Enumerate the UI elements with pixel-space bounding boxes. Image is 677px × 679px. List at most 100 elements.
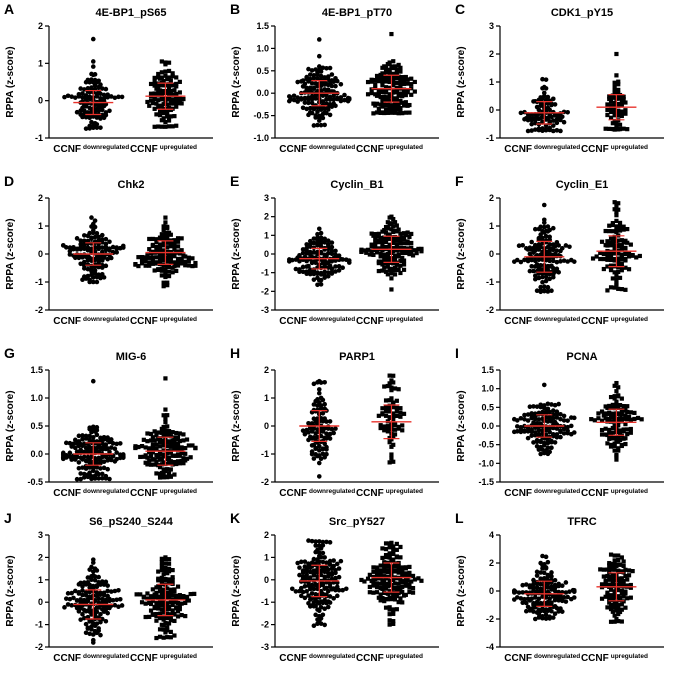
data-point (170, 74, 175, 79)
data-point (532, 432, 538, 438)
data-point (103, 263, 109, 269)
data-point (161, 102, 166, 107)
data-point (114, 597, 119, 603)
data-point (367, 252, 372, 257)
data-point (549, 438, 554, 444)
data-point (99, 265, 105, 270)
data-point (342, 97, 347, 103)
data-point (147, 260, 152, 265)
y-tick-label: 2 (38, 552, 43, 562)
data-point (177, 453, 182, 458)
data-point (527, 404, 533, 410)
data-point (78, 606, 83, 611)
data-point (161, 610, 166, 615)
data-point (322, 75, 327, 80)
data-point (387, 403, 392, 408)
data-point (538, 586, 543, 592)
data-point (561, 413, 567, 419)
data-point (161, 623, 166, 628)
data-point (315, 109, 320, 115)
data-point (163, 267, 168, 272)
data-point (300, 264, 306, 270)
data-point (343, 586, 349, 592)
data-point (612, 200, 617, 205)
data-point (168, 101, 173, 106)
data-point (156, 430, 161, 435)
data-point (309, 68, 315, 73)
data-point (181, 456, 186, 461)
data-point (561, 258, 567, 263)
data-point (536, 427, 542, 433)
data-point (163, 230, 168, 236)
data-point (177, 593, 182, 598)
data-point (392, 253, 398, 258)
data-point (320, 65, 326, 71)
data-point (143, 259, 148, 264)
data-point (536, 611, 542, 617)
data-point (307, 569, 313, 575)
chart-title: Cyclin_B1 (330, 179, 383, 191)
data-point (612, 558, 617, 563)
x-tick-label: CCNF downregulated (53, 488, 129, 499)
panel-letter: E (230, 173, 239, 189)
data-point (80, 437, 85, 442)
data-point (409, 92, 414, 97)
data-point (387, 98, 392, 103)
data-point (387, 618, 392, 623)
data-point (616, 207, 621, 212)
data-point (168, 255, 173, 260)
data-point (625, 417, 630, 422)
data-point (327, 594, 333, 599)
data-point (168, 474, 173, 479)
data-point (540, 235, 545, 241)
data-point (165, 224, 170, 229)
data-point (610, 95, 615, 100)
data-point (541, 90, 547, 96)
data-point (291, 93, 297, 99)
data-point (295, 95, 300, 100)
data-point (536, 265, 542, 271)
data-point (567, 244, 572, 250)
data-point (391, 77, 396, 82)
data-point (639, 417, 644, 422)
data-point (571, 595, 577, 600)
data-point (147, 247, 152, 252)
data-point (154, 101, 159, 106)
data-point (315, 235, 320, 241)
data-point (103, 442, 109, 447)
data-point (83, 126, 89, 131)
data-point (67, 248, 73, 254)
data-point (309, 449, 315, 454)
data-point (193, 446, 198, 451)
data-point (619, 268, 624, 273)
data-point (304, 575, 309, 581)
data-point (612, 419, 617, 424)
data-point (394, 554, 399, 559)
data-point (398, 91, 403, 96)
data-point (94, 122, 100, 127)
data-point (179, 445, 184, 450)
data-point (63, 245, 69, 250)
data-point (565, 424, 570, 430)
data-point (550, 225, 556, 231)
data-point (387, 104, 392, 109)
data-point (181, 438, 186, 443)
data-point (541, 403, 547, 408)
data-point (179, 458, 184, 464)
data-point (175, 600, 181, 606)
data-point (387, 257, 392, 263)
data-point (81, 475, 87, 480)
data-point (391, 89, 396, 94)
data-point (161, 448, 166, 453)
data-point (103, 241, 109, 247)
data-point (614, 562, 619, 567)
data-point (99, 579, 105, 584)
data-point (374, 568, 380, 573)
data-point (138, 592, 143, 597)
data-point (616, 238, 621, 243)
data-point (396, 387, 401, 392)
data-point (74, 236, 80, 241)
data-point (83, 621, 89, 627)
data-point (392, 272, 398, 277)
